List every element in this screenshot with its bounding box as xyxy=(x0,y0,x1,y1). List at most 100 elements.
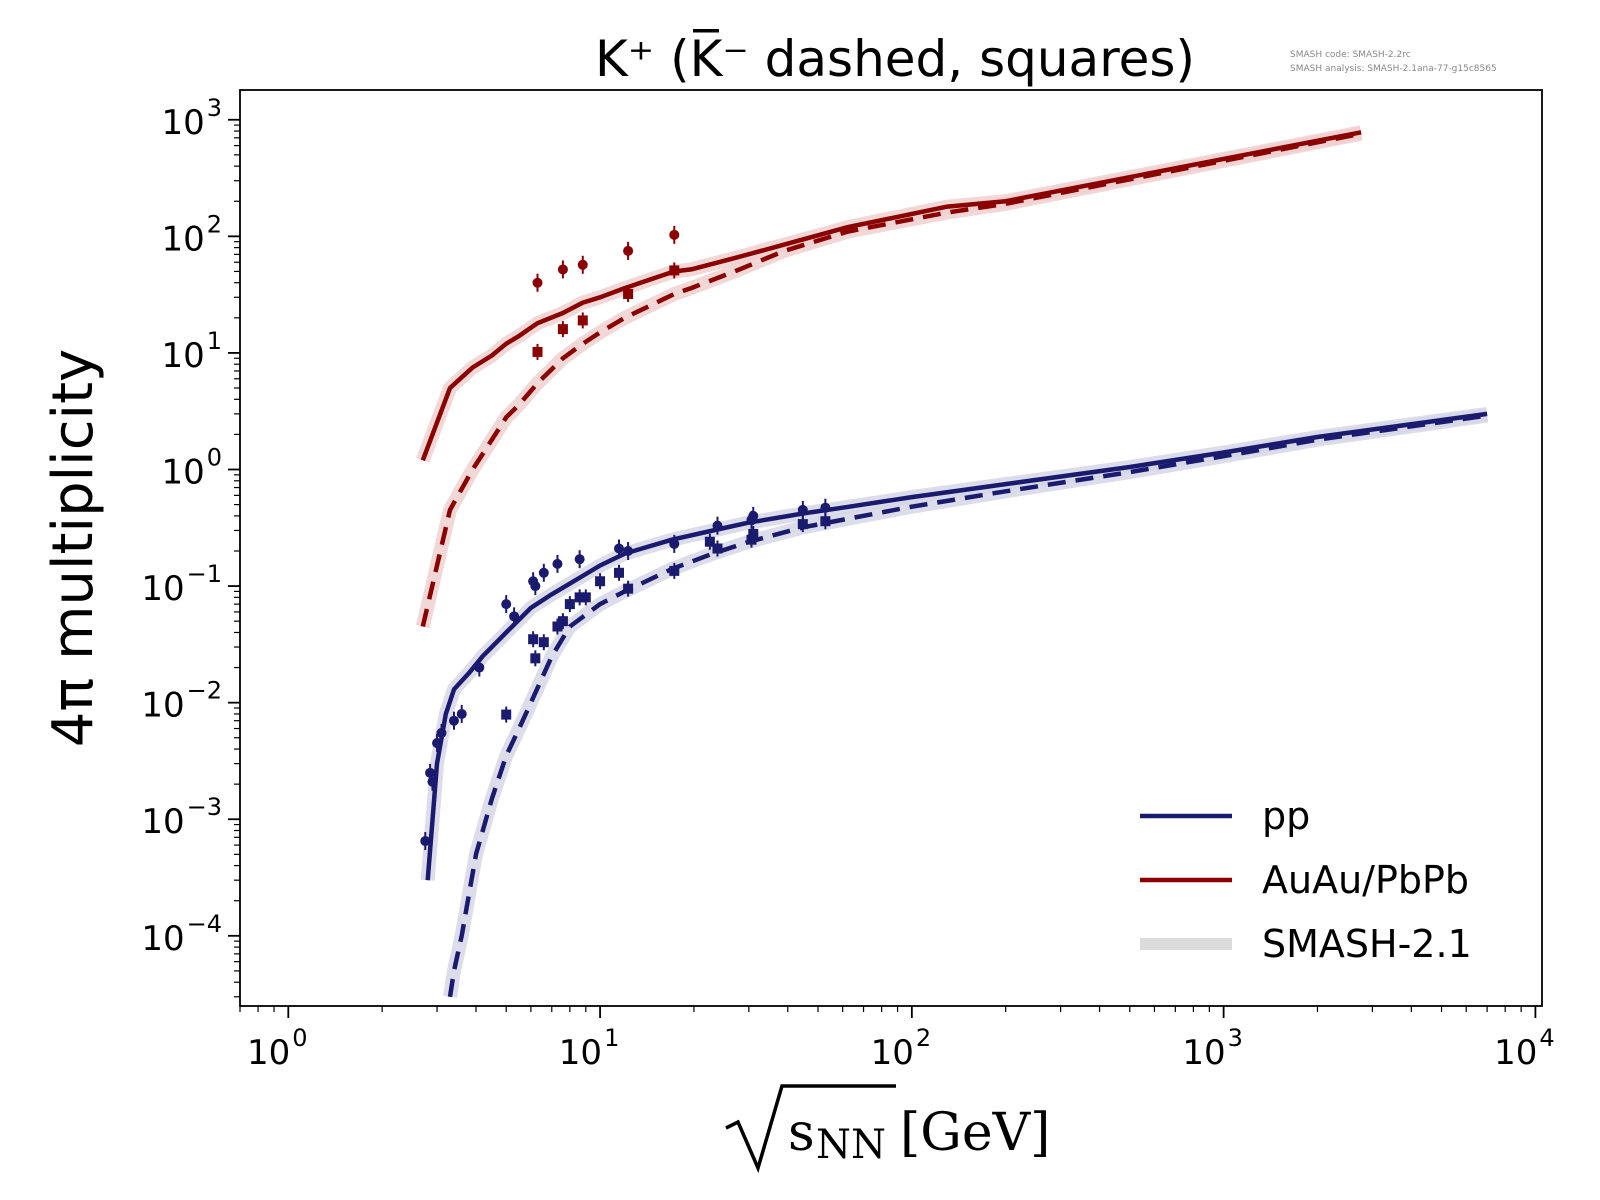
chart-title: K⁺ (K̅⁻ dashed, squares) xyxy=(595,29,1195,88)
marker-circle xyxy=(509,611,520,622)
marker-circle xyxy=(820,502,831,513)
point-pp-k-data-7 xyxy=(474,658,485,677)
x-tick-label-1000: 10 3 xyxy=(1182,1024,1243,1073)
x-tick-label-10: 10 1 xyxy=(559,1024,620,1073)
marker-square xyxy=(704,536,715,547)
marker-square xyxy=(748,528,759,539)
marker-circle xyxy=(427,776,438,787)
tick-exponent: 0 xyxy=(207,443,222,471)
point-auau-pbpb-k-data-4 xyxy=(669,225,680,244)
legend-label-smash: SMASH-2.1 xyxy=(1262,922,1472,966)
x-axis: 10 0 10 1 10 2 10 3 10 4 xyxy=(239,1006,1555,1073)
marker-circle xyxy=(448,715,459,726)
y-tick-label-0-1: −110 xyxy=(141,560,222,609)
x-axis-label-unit: [GeV] xyxy=(900,1103,1050,1163)
point-pp-k-data-12 xyxy=(669,562,680,579)
y-tick-label-0-001: −310 xyxy=(141,793,222,842)
marker-circle xyxy=(425,767,436,778)
legend: pp AuAu/PbPb SMASH-2.1 xyxy=(1140,794,1472,966)
marker-square xyxy=(552,621,563,632)
y-tick-label-0-0001: −410 xyxy=(141,910,222,959)
tick-base: 10 xyxy=(161,452,204,492)
marker-square xyxy=(613,567,624,578)
marker-circle xyxy=(623,245,634,256)
tick-exponent: 4 xyxy=(1539,1024,1554,1052)
tick-exponent: 0 xyxy=(292,1024,307,1052)
point-pp-k-data-0 xyxy=(501,706,512,723)
marker-circle xyxy=(574,554,585,565)
point-pp-k-data-10 xyxy=(613,564,624,581)
point-auau-pbpb-k-data-4 xyxy=(669,262,680,279)
tick-base: 10 xyxy=(161,103,204,143)
point-pp-k-data-3 xyxy=(538,634,549,651)
tick-exponent: 1 xyxy=(207,327,222,355)
data-markers xyxy=(420,225,831,851)
marker-square xyxy=(501,709,512,720)
tick-exponent: −2 xyxy=(187,677,222,705)
y-tick-label-100: 210 xyxy=(161,210,222,259)
tick-exponent: 3 xyxy=(207,94,222,122)
tick-exponent: −3 xyxy=(187,793,222,821)
point-auau-pbpb-k-data-0 xyxy=(532,343,543,360)
point-pp-k-data-17 xyxy=(669,534,680,553)
y-tick-label-1000: 310 xyxy=(161,94,222,143)
marker-square xyxy=(538,637,549,648)
marker-circle xyxy=(538,567,549,578)
y-tick-label-1: 010 xyxy=(161,443,222,492)
x-tick-label-100: 10 2 xyxy=(871,1024,932,1073)
point-pp-k-data-17 xyxy=(797,516,808,533)
point-pp-k-data-18 xyxy=(712,516,723,535)
marker-circle xyxy=(530,581,541,592)
point-auau-pbpb-k-data-2 xyxy=(577,312,588,329)
marker-circle xyxy=(623,545,634,556)
x-tick-label-1: 10 0 xyxy=(247,1024,308,1073)
tick-exponent: 2 xyxy=(207,210,222,238)
marker-circle xyxy=(669,229,680,240)
marker-circle xyxy=(432,738,443,749)
point-pp-k-data-14 xyxy=(574,550,585,569)
point-pp-k-data-13 xyxy=(704,533,715,550)
legend-label-pp: pp xyxy=(1262,794,1310,838)
version-annotation: SMASH code: SMASH-2.2rc SMASH analysis: … xyxy=(1290,50,1497,74)
marker-circle xyxy=(501,599,512,610)
point-pp-k-data-16 xyxy=(748,525,759,542)
marker-circle xyxy=(552,558,563,569)
line-auau-pbpb-k-smash xyxy=(420,131,1362,628)
x-axis-label: s NN [GeV] xyxy=(725,1084,1050,1174)
tick-base: 10 xyxy=(161,336,204,376)
x-axis-label-subscript: NN xyxy=(816,1122,886,1168)
marker-square xyxy=(669,265,680,276)
tick-base: 10 xyxy=(141,686,184,726)
point-pp-k-data-18 xyxy=(820,513,831,530)
tick-exponent: 1 xyxy=(604,1024,619,1052)
marker-square xyxy=(557,616,568,627)
point-auau-pbpb-k-data-0 xyxy=(532,273,543,292)
tick-base: 10 xyxy=(1182,1033,1225,1073)
marker-circle xyxy=(748,510,759,521)
point-pp-k-data-5 xyxy=(557,613,568,630)
tick-base: 10 xyxy=(141,802,184,842)
point-pp-k-data-8 xyxy=(501,595,512,614)
marker-square xyxy=(577,315,588,326)
annotation-line-code: SMASH code: SMASH-2.2rc xyxy=(1290,50,1411,60)
marker-square xyxy=(528,634,539,645)
y-tick-label-10: 110 xyxy=(161,327,222,376)
point-pp-k-data-3 xyxy=(432,734,443,753)
marker-square xyxy=(574,592,585,603)
marker-square xyxy=(746,534,757,545)
tick-exponent: −4 xyxy=(187,910,222,938)
point-pp-k-data-7 xyxy=(574,589,585,606)
line-auau-pbpb-k-smash xyxy=(420,130,1362,462)
point-pp-k-data-16 xyxy=(623,541,634,560)
marker-square xyxy=(532,346,543,357)
point-pp-k-data-6 xyxy=(456,704,467,723)
tick-exponent: 2 xyxy=(916,1024,931,1052)
marker-square xyxy=(580,592,591,603)
point-pp-k-data-0 xyxy=(420,832,431,851)
point-pp-k-data-11 xyxy=(530,577,541,596)
marker-square xyxy=(564,599,575,610)
marker-circle xyxy=(669,538,680,549)
legend-label-auau: AuAu/PbPb xyxy=(1262,858,1469,902)
